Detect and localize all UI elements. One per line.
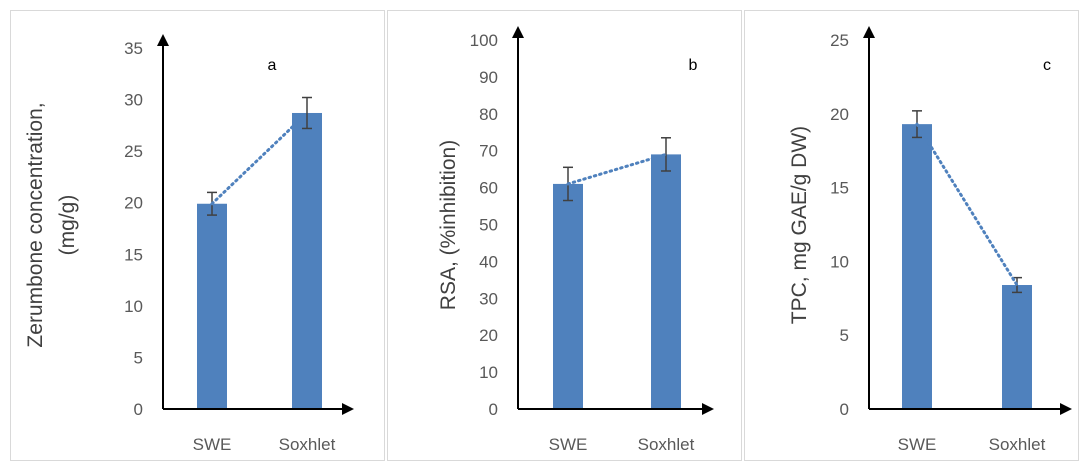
y-tick-label: 5 (840, 326, 849, 345)
trend-line-c (915, 122, 1019, 287)
y-tick-label: 0 (489, 400, 498, 419)
x-tick-label: SWE (193, 435, 232, 454)
y-tick-label: 15 (124, 245, 143, 264)
panel-label-b: b (689, 57, 698, 74)
trend-line-a (210, 111, 309, 206)
y-tick-label: 10 (479, 363, 498, 382)
y-tick-label: 30 (124, 91, 143, 110)
x-tick-label: Soxhlet (638, 435, 695, 454)
y-axis-arrow-icon (863, 26, 875, 38)
y-tick-label: 90 (479, 68, 498, 87)
trend-line-b (566, 152, 668, 186)
bar-c-swe (902, 124, 932, 409)
x-tick-label: Soxhlet (989, 435, 1046, 454)
panel-label-a: a (268, 57, 277, 74)
x-axis-arrow-icon (702, 403, 714, 415)
y-tick-label: 20 (479, 326, 498, 345)
y-tick-label: 60 (479, 179, 498, 198)
bar-a-swe (197, 203, 227, 409)
x-tick-label: SWE (898, 435, 937, 454)
y-axis-title-a: Zerumbone concentration, (24, 102, 47, 347)
y-axis-title-c: TPC, mg GAE/g DW) (788, 126, 811, 324)
y-axis-title-b: RSA, (%inhibition) (437, 140, 460, 310)
y-tick-label: 0 (840, 400, 849, 419)
x-tick-label: SWE (549, 435, 588, 454)
y-tick-label: 70 (479, 142, 498, 161)
y-tick-label: 30 (479, 289, 498, 308)
x-axis-arrow-icon (1060, 403, 1072, 415)
y-tick-label: 35 (124, 39, 143, 58)
y-axis-title-a: (mg/g) (56, 195, 79, 256)
bar-c-soxhlet (1002, 285, 1032, 409)
y-axis-arrow-icon (512, 26, 524, 38)
x-tick-label: Soxhlet (279, 435, 336, 454)
y-tick-label: 20 (830, 105, 849, 124)
y-tick-label: 40 (479, 252, 498, 271)
y-tick-label: 10 (830, 252, 849, 271)
y-tick-label: 0 (134, 400, 143, 419)
bar-b-swe (553, 183, 583, 409)
y-tick-label: 100 (470, 31, 498, 50)
y-tick-label: 80 (479, 105, 498, 124)
panel-label-c: c (1043, 57, 1051, 74)
bar-b-soxhlet (651, 154, 681, 409)
y-tick-label: 25 (830, 31, 849, 50)
y-tick-label: 5 (134, 348, 143, 367)
y-tick-label: 20 (124, 194, 143, 213)
bar-a-soxhlet (292, 112, 322, 409)
x-axis-arrow-icon (342, 403, 354, 415)
y-tick-label: 50 (479, 216, 498, 235)
y-tick-label: 25 (124, 142, 143, 161)
y-axis-arrow-icon (157, 34, 169, 46)
y-tick-label: 15 (830, 179, 849, 198)
y-tick-label: 10 (124, 297, 143, 316)
